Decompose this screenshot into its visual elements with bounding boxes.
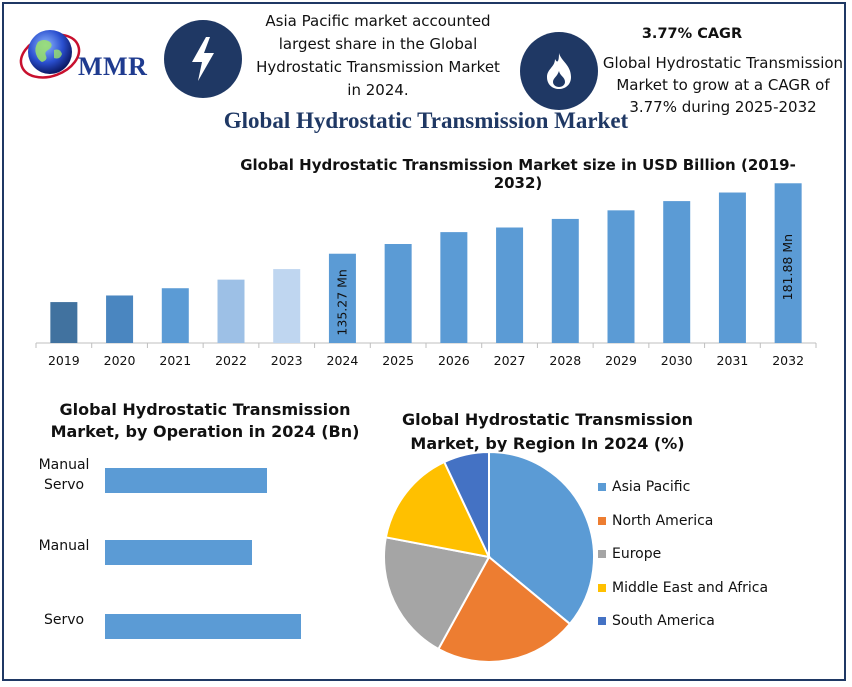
operation-bar-chart: Manual Servo Manual Servo xyxy=(20,455,380,655)
bar-2021 xyxy=(161,288,189,343)
bar-2020 xyxy=(106,295,134,343)
legend-item: Europe xyxy=(598,544,768,564)
category-label: Manual xyxy=(20,536,108,556)
x-tick-label-2020: 2020 xyxy=(104,353,136,368)
pie-legend: Asia Pacific North America Europe Middle Ea… xyxy=(598,477,768,645)
logo-text: MMR xyxy=(78,52,148,81)
pie-slice-middle-east-and-africa xyxy=(384,460,491,559)
legend-swatch xyxy=(598,516,606,525)
lightning-icon xyxy=(164,20,242,98)
hbar-manual-servo xyxy=(105,468,267,493)
x-tick-label-2022: 2022 xyxy=(215,353,247,368)
bar-2019 xyxy=(50,302,78,343)
bar-2025 xyxy=(384,244,412,343)
legend-swatch xyxy=(598,550,606,558)
bar-2024 xyxy=(328,253,356,343)
bar-2022 xyxy=(217,279,245,343)
info-cagr: Global Hydrostatic Transmission Market t… xyxy=(602,54,844,116)
x-tick-label-2028: 2028 xyxy=(549,353,581,368)
pie-slice-north-america xyxy=(437,555,572,663)
x-tick-label-2025: 2025 xyxy=(382,353,414,368)
market-size-bar-chart: 2019 2020 2021 2022 2023 2024 135.27 Mn 2025 202… xyxy=(35,183,817,368)
bar-chart-title: Global Hydrostatic Transmission Market s… xyxy=(240,156,796,192)
pie-slice-south-america xyxy=(442,450,490,558)
x-tick-label-2027: 2027 xyxy=(494,353,526,368)
legend-swatch xyxy=(598,483,606,491)
x-tick-label-2023: 2023 xyxy=(271,353,303,368)
pie-slice-europe xyxy=(383,536,491,651)
pie-chart-title: Global Hydrostatic Transmission Market, … xyxy=(401,410,694,453)
category-label-line: Manual xyxy=(38,457,90,473)
mmr-logo: MMR xyxy=(14,20,159,86)
x-tick-label-2024: 2024 xyxy=(327,353,359,368)
legend-label: South America xyxy=(612,613,715,629)
bar-2030 xyxy=(663,201,691,343)
data-label-2032: 181.88 Mn xyxy=(780,234,795,300)
data-label-2024: 135.27 Mn xyxy=(334,269,349,335)
info-asia-pacific: Asia Pacific market accounted largest sh… xyxy=(256,12,500,99)
bar-2031 xyxy=(718,192,746,343)
globe-icon xyxy=(19,30,81,79)
legend-swatch xyxy=(598,583,606,592)
legend-label: Europe xyxy=(612,546,662,562)
x-tick-label-2026: 2026 xyxy=(438,353,470,368)
bar-2029 xyxy=(607,210,635,343)
bar-2028 xyxy=(551,218,579,343)
hbar-manual xyxy=(105,540,252,565)
legend-label: North America xyxy=(612,512,714,529)
bar-2032 xyxy=(774,183,802,343)
legend-label: Asia Pacific xyxy=(612,479,691,495)
legend-item: South America xyxy=(598,611,768,631)
legend-item: North America xyxy=(598,511,768,531)
legend-label: Middle East and Africa xyxy=(612,579,769,596)
bar-2023 xyxy=(273,269,301,343)
category-label-line: Servo xyxy=(43,477,85,493)
region-pie-chart xyxy=(383,450,595,663)
infographic-frame xyxy=(2,2,846,681)
x-tick-label-2032: 2032 xyxy=(772,353,804,368)
hbar-servo xyxy=(105,614,301,639)
x-tick-label-2029: 2029 xyxy=(605,353,637,368)
category-label-line: Manual xyxy=(38,538,90,554)
legend-item: Asia Pacific xyxy=(598,477,768,497)
x-tick-label-2019: 2019 xyxy=(48,353,80,368)
category-label-line: Servo xyxy=(43,612,85,628)
main-title: Global Hydrostatic Transmission Market xyxy=(223,108,629,133)
flame-icon xyxy=(520,32,598,110)
pie-slice-asia-pacific xyxy=(488,450,595,626)
operation-chart-title: Global Hydrostatic Transmission Market, … xyxy=(50,400,360,441)
cagr-label: 3.77% CAGR xyxy=(641,26,743,42)
x-tick-label-2021: 2021 xyxy=(159,353,191,368)
x-tick-label-2031: 2031 xyxy=(717,353,749,368)
legend-item: Middle East and Africa xyxy=(598,578,768,598)
category-label: Manual Servo xyxy=(20,455,108,495)
legend-swatch xyxy=(598,617,606,625)
x-tick-label-2030: 2030 xyxy=(661,353,693,368)
bar-2027 xyxy=(496,227,524,343)
category-label: Servo xyxy=(20,610,108,630)
bar-2026 xyxy=(440,232,468,343)
